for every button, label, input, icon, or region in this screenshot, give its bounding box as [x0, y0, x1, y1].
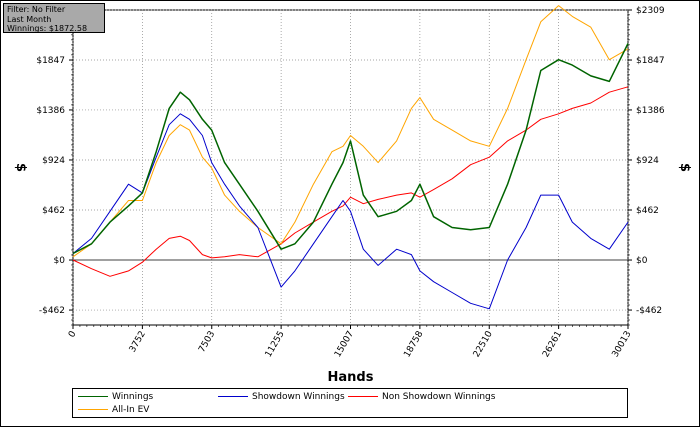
x-tick-label: 3752	[128, 330, 148, 355]
x-tick-label: 18758	[402, 329, 425, 359]
y-axis-title-right: $	[677, 163, 692, 172]
series-line-all-in-ev	[72, 5, 629, 258]
legend-item-allin-ev: All-In EV	[78, 405, 149, 415]
plot-area	[72, 9, 629, 326]
legend-label-allin-ev: All-In EV	[112, 405, 150, 415]
x-tick-label: 7503	[197, 330, 217, 355]
legend-label-showdown: Showdown Winnings	[252, 392, 345, 402]
y-tick-label-left: $1386	[36, 106, 65, 116]
period-label: Last Month	[7, 14, 52, 24]
y-tick-label-right: $2309	[636, 6, 665, 16]
y-tick-label-left: $462	[42, 206, 65, 216]
y-tick-label-left: $1847	[36, 56, 65, 66]
legend-swatch-non-showdown	[348, 396, 378, 397]
y-tick-label-right: $1386	[636, 106, 665, 116]
legend-item-non-showdown: Non Showdown Winnings	[348, 392, 495, 402]
x-tick-label: 11255	[264, 330, 287, 360]
y-tick-label-left: $0	[54, 256, 66, 266]
info-box: Filter: No Filter Last Month Winnings: $…	[3, 3, 105, 33]
x-tick-label: 0	[67, 329, 79, 339]
legend-swatch-winnings	[78, 396, 108, 397]
x-tick-label: 15007	[333, 330, 356, 360]
series-line-winnings	[72, 43, 629, 255]
y-tick-label-left: $924	[42, 156, 65, 166]
legend-label-winnings: Winnings	[112, 392, 154, 402]
y-tick-label-right: $1847	[636, 56, 665, 66]
y-tick-label-right: $462	[636, 206, 659, 216]
legend-swatch-showdown	[218, 396, 248, 397]
y-tick-label-right: $0	[636, 256, 648, 266]
y-tick-label-right: -$462	[636, 306, 662, 316]
x-tick-label: 26261	[541, 330, 564, 360]
x-tick-label: 22510	[472, 329, 495, 359]
legend-label-non-showdown: Non Showdown Winnings	[382, 392, 496, 402]
legend-item-showdown: Showdown Winnings	[218, 392, 345, 402]
y-axis-title-left: $	[13, 163, 28, 172]
y-tick-label-right: $924	[636, 156, 659, 166]
filter-label: Filter: No Filter	[7, 5, 66, 14]
x-axis-title: Hands	[328, 370, 374, 385]
y-tick-label-left: -$462	[39, 306, 65, 316]
series-line-showdown-winnings	[72, 113, 629, 310]
legend-swatch-allin-ev	[78, 409, 108, 410]
legend: Winnings Showdown Winnings Non Showdown …	[72, 388, 628, 418]
x-tick-label: 30013	[611, 330, 634, 360]
winnings-label: Winnings: $1872.58	[7, 24, 88, 33]
legend-item-winnings: Winnings	[78, 392, 153, 402]
